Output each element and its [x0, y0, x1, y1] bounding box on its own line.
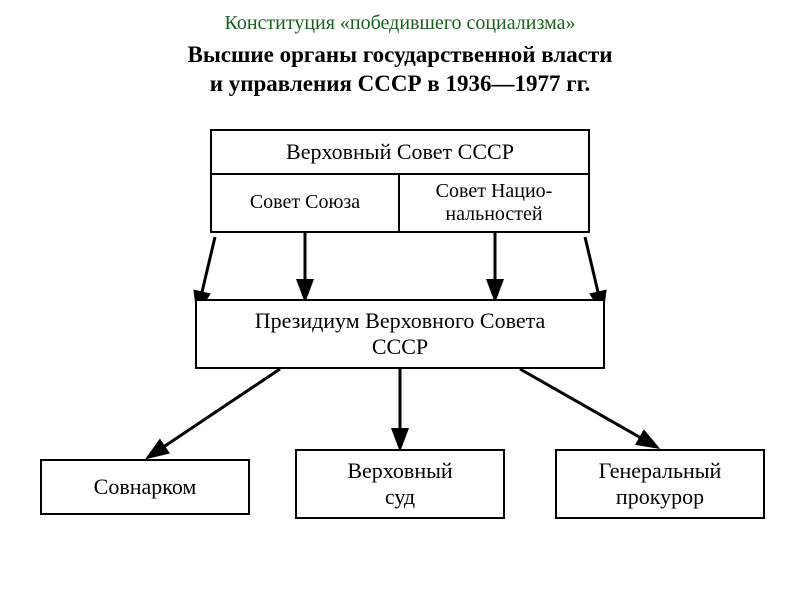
chart-title-line1: Высшие органы государственной власти	[187, 42, 612, 67]
node-supreme-court: Верховный суд	[295, 449, 505, 519]
node-sovnarkom-label: Совнарком	[94, 474, 197, 499]
node-prosecutor-label: Генеральный прокурор	[599, 458, 722, 509]
node-supreme-soviet: Верховный Совет СССР	[210, 129, 590, 173]
node-soviet-nationalities: Совет Нацио- нальностей	[400, 173, 590, 233]
chart-title: Высшие органы государственной власти и у…	[40, 41, 760, 99]
node-soviet-nationalities-label: Совет Нацио- нальностей	[436, 180, 553, 226]
node-prosecutor: Генеральный прокурор	[555, 449, 765, 519]
node-soviet-union-label: Совет Союза	[250, 191, 360, 214]
node-supreme-court-label: Верховный суд	[347, 458, 452, 509]
node-sovnarkom: Совнарком	[40, 459, 250, 515]
org-chart-diagram: Верховный Совет СССР Совет Союза Совет Н…	[20, 109, 780, 579]
node-presidium-label: Президиум Верховного Совета СССР	[255, 308, 546, 359]
chart-title-line2: и управления СССР в 1936—1977 гг.	[210, 71, 591, 96]
node-supreme-soviet-label: Верховный Совет СССР	[286, 139, 514, 164]
node-soviet-union: Совет Союза	[210, 173, 400, 233]
node-presidium: Президиум Верховного Совета СССР	[195, 299, 605, 369]
page-title: Конституция «победившего социализма»	[0, 0, 800, 35]
